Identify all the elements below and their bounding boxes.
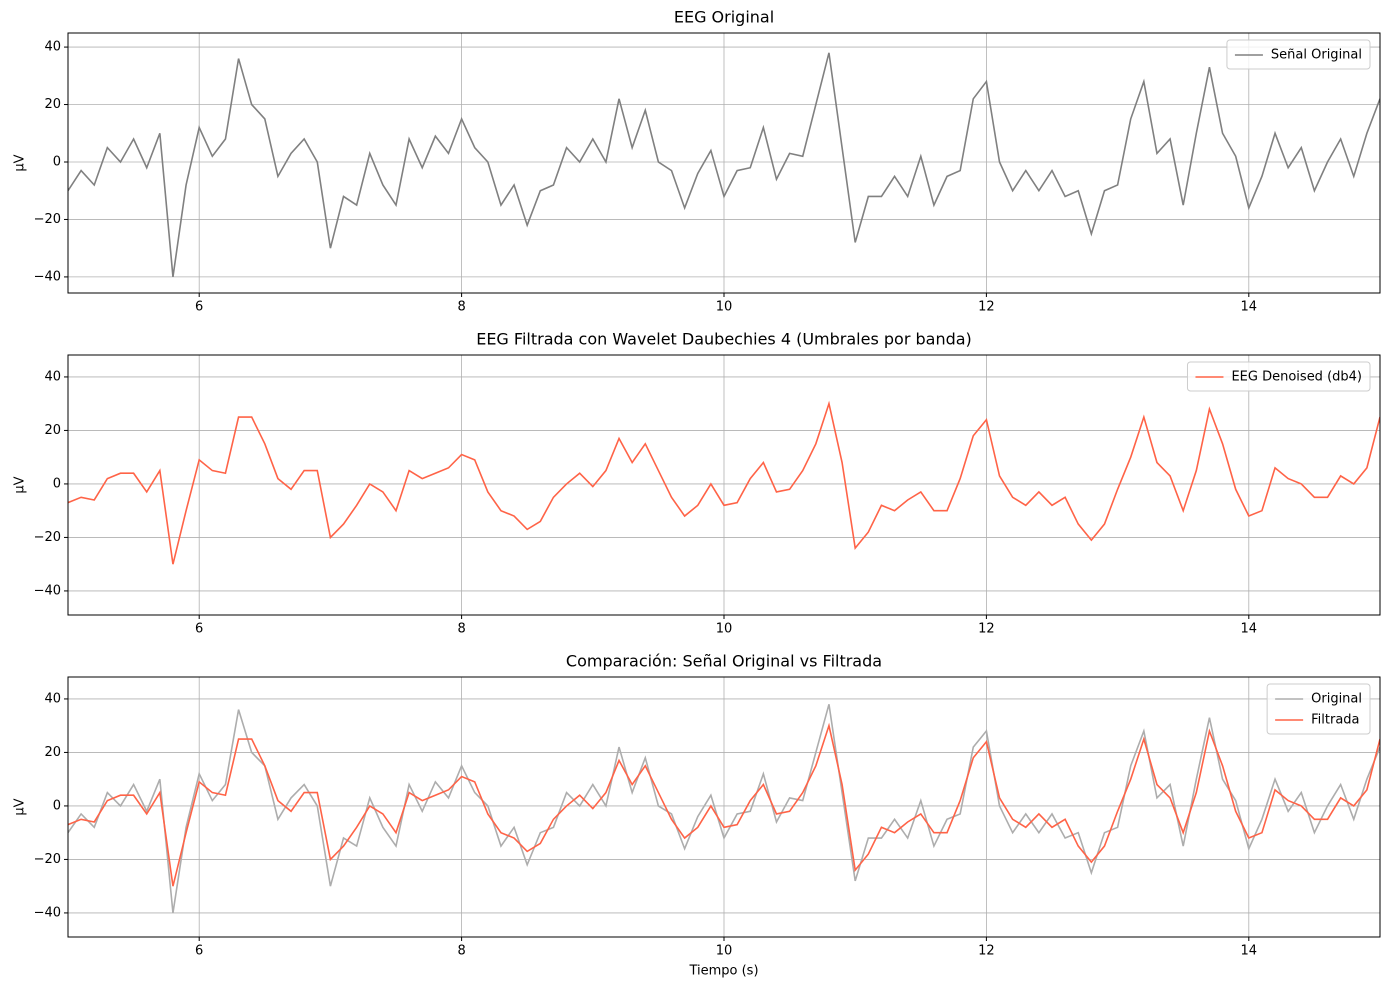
subplot-title: Comparación: Señal Original vs Filtrada [566,652,882,671]
series-line [68,52,1380,278]
x-tick-label: 10 [716,944,733,959]
legend-box [1266,683,1371,735]
x-tick-label: 14 [1241,300,1258,315]
x-tick-label: 6 [195,622,203,637]
plot-frame [67,676,1381,938]
x-tick-label: 6 [195,300,203,315]
legend-box [1226,39,1371,70]
x-tick-label: 12 [978,300,995,315]
plot-frame [67,354,1381,616]
subplot: Comparación: Señal Original vs Filtrada 6… [13,652,1381,979]
plot-frame [67,32,1381,294]
series-line [68,722,1380,887]
subplot-title: EEG Filtrada con Wavelet Daubechies 4 (U… [476,330,972,349]
x-tick-label: 12 [978,944,995,959]
y-tick-label: 40 [44,691,61,706]
x-tick-label: 10 [716,300,733,315]
y-tick-label: 0 [53,476,61,491]
x-tick-label: 12 [978,622,995,637]
x-axis-label: Tiempo (s) [688,964,758,979]
y-axis-label: µV [13,476,28,493]
legend: Original Filtrada [1266,683,1371,735]
legend-label: Filtrada [1311,713,1359,728]
subplot-title: EEG Original [674,8,774,27]
legend: Señal Original [1226,39,1371,70]
y-tick-label: 40 [44,40,61,55]
y-tick-label: 20 [44,423,61,438]
y-tick-label: 20 [44,97,61,112]
subplot: EEG Filtrada con Wavelet Daubechies 4 (U… [13,330,1381,637]
y-tick-label: −20 [34,530,61,545]
y-tick-label: −40 [34,583,61,598]
x-tick-label: 6 [195,944,203,959]
y-tick-label: −20 [34,852,61,867]
x-tick-label: 10 [716,622,733,637]
x-tick-label: 14 [1241,622,1258,637]
x-tick-label: 8 [457,622,465,637]
legend-label: EEG Denoised (db4) [1231,370,1362,385]
legend-label: Señal Original [1271,48,1362,63]
y-tick-label: 40 [44,369,61,384]
y-tick-label: −40 [34,905,61,920]
y-axis-label: µV [13,154,28,171]
x-tick-label: 8 [457,944,465,959]
y-tick-label: −20 [34,212,61,227]
legend-label: Original [1311,692,1362,707]
x-tick-label: 8 [457,300,465,315]
series-line [68,704,1380,914]
legend-box [1186,361,1371,392]
y-tick-label: −40 [34,269,61,284]
subplot: EEG Original 6 8 10 12 14 −40 −20 0 20 40 µV Señal O… [13,8,1381,315]
y-tick-label: 0 [53,154,61,169]
x-tick-label: 14 [1241,944,1258,959]
series-line [68,400,1380,565]
y-axis-label: µV [13,798,28,815]
y-tick-label: 0 [53,798,61,813]
y-tick-label: 20 [44,745,61,760]
legend: EEG Denoised (db4) [1186,361,1371,392]
